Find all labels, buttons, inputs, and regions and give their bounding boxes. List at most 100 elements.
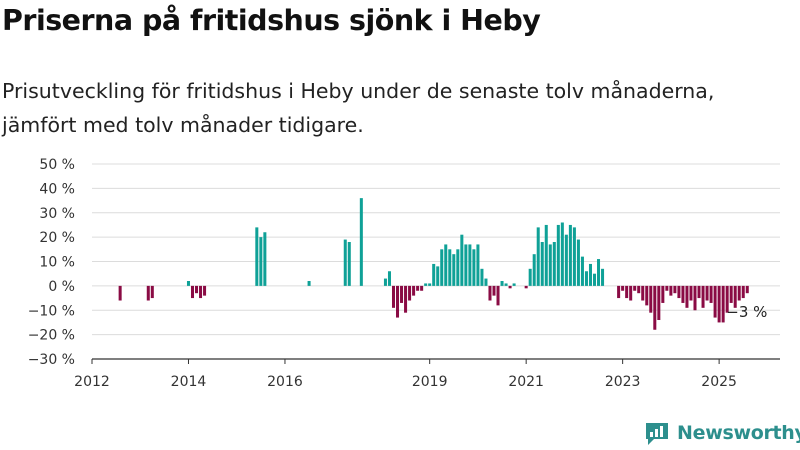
bar (601, 268, 605, 286)
bar (484, 278, 488, 286)
bar (512, 283, 516, 286)
bar (621, 285, 625, 291)
bar (560, 222, 564, 286)
bar (488, 285, 492, 301)
bar (391, 285, 396, 308)
bar (556, 224, 560, 286)
x-tick-label: 2016 (267, 374, 303, 390)
bar (657, 285, 661, 321)
bar (190, 285, 195, 299)
bar (689, 285, 693, 301)
x-tick-label: 2021 (508, 374, 544, 390)
bar-chart: 50 % 40 % 30 % 20 % 10 % 0 % −10 % −20 % −30 % 2… (28, 157, 780, 390)
bar (629, 285, 633, 301)
bar (476, 244, 480, 286)
bar (677, 285, 681, 299)
bar (741, 285, 745, 299)
bar (440, 249, 444, 286)
bar (532, 254, 536, 286)
y-tick-label: 0 % (48, 279, 75, 295)
bar (496, 285, 500, 306)
newsworthy-logo-icon (646, 423, 668, 445)
bar (564, 234, 568, 286)
y-tick-label: −10 % (28, 303, 75, 319)
bar (625, 285, 629, 299)
bar (186, 281, 190, 286)
bar (383, 278, 387, 286)
bar (255, 227, 259, 286)
y-axis-labels: 50 % 40 % 30 % 20 % 10 % 0 % −10 % −20 % −30 % (28, 157, 75, 368)
bar (118, 285, 122, 301)
bar (408, 285, 412, 301)
bar (428, 283, 432, 286)
bar (412, 285, 416, 296)
bar (705, 285, 709, 301)
x-tick-label: 2023 (605, 374, 641, 390)
bar (404, 285, 408, 313)
y-tick-label: 50 % (39, 157, 75, 173)
bar (709, 285, 713, 303)
bar (472, 249, 476, 286)
bar (737, 285, 741, 301)
bar (645, 285, 649, 306)
bar (649, 285, 653, 313)
bar (508, 285, 512, 289)
y-tick-label: −20 % (28, 328, 75, 344)
bar (504, 283, 508, 286)
bar (540, 242, 544, 286)
bar (468, 244, 472, 286)
bar (396, 285, 400, 318)
bar (729, 285, 733, 303)
bar (576, 239, 580, 286)
bar (150, 285, 154, 299)
bar (580, 256, 584, 286)
brand-name: Newsworthy (677, 422, 800, 444)
bar (448, 249, 452, 286)
bar (653, 285, 657, 330)
bar (584, 271, 588, 286)
bar (420, 285, 424, 291)
bar (597, 259, 601, 286)
bar (456, 249, 460, 286)
bar (524, 285, 528, 289)
bar (444, 244, 448, 286)
bar (693, 285, 697, 311)
bar (460, 234, 464, 286)
chart-title: Priserna på fritidshus sjönk i Heby (2, 4, 541, 37)
x-tick-label: 2019 (412, 374, 448, 390)
bar (665, 285, 669, 291)
bar (641, 285, 645, 301)
bar (637, 285, 641, 294)
bar (544, 224, 548, 286)
bar (263, 232, 267, 286)
bar (733, 285, 737, 308)
bar (685, 285, 689, 308)
bar (592, 273, 597, 286)
bar (713, 285, 717, 318)
bar (701, 285, 705, 308)
last-value-annotation: −3 % (726, 303, 767, 321)
bar (669, 285, 673, 296)
bar (195, 285, 199, 294)
bar (536, 227, 540, 286)
bar (146, 285, 150, 301)
bar (199, 285, 203, 299)
bar (552, 242, 556, 286)
bar (347, 242, 351, 286)
bar (717, 285, 721, 323)
bar (400, 285, 404, 303)
bars (118, 198, 749, 330)
bar (721, 285, 725, 323)
bar (681, 285, 685, 303)
bar (359, 198, 363, 286)
bar (452, 254, 456, 286)
x-tick-label: 2014 (171, 374, 207, 390)
bar (528, 268, 532, 286)
bar (343, 239, 347, 286)
bar (492, 285, 496, 296)
bar (548, 244, 552, 286)
gridlines (92, 163, 780, 360)
y-tick-label: 10 % (39, 255, 75, 271)
bar (568, 224, 572, 286)
bar (424, 283, 428, 286)
